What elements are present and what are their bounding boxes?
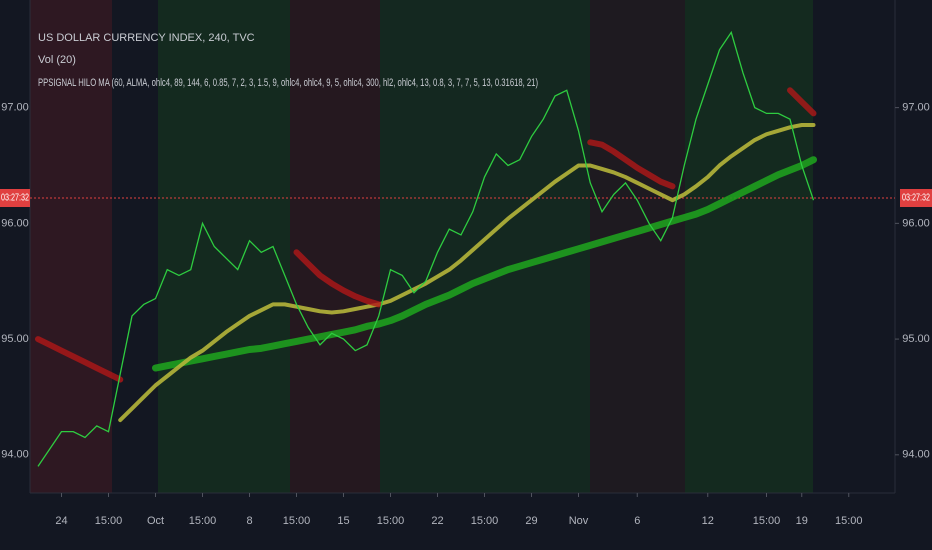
- x-tick-label: 15:00: [189, 515, 217, 527]
- band-green: [158, 0, 290, 493]
- y-tick-label: 94.00: [902, 449, 930, 461]
- x-tick-label: 8: [246, 515, 252, 527]
- y-tick-label: 95.00: [902, 333, 930, 345]
- price-badge-left: [0, 189, 30, 207]
- x-tick-label: 22: [431, 515, 443, 527]
- x-tick-label: Nov: [569, 515, 589, 527]
- x-tick-label: 15:00: [835, 515, 863, 527]
- series-line: [35, 87, 817, 383]
- x-tick-label: 15: [337, 515, 349, 527]
- y-tick-label: 95.00: [1, 333, 29, 345]
- series-line: [118, 122, 816, 423]
- x-tick-label: 29: [525, 515, 537, 527]
- band-green: [380, 0, 590, 493]
- price-badge-right: [900, 189, 932, 207]
- volume-legend: Vol (20): [38, 54, 76, 66]
- x-tick-label: 15:00: [95, 515, 123, 527]
- x-tick-label: 24: [55, 515, 67, 527]
- y-tick-label: 94.00: [1, 449, 29, 461]
- y-tick-label: 97.00: [1, 102, 29, 114]
- band-red: [590, 0, 685, 493]
- band-red: [290, 0, 380, 493]
- x-tick-label: 6: [634, 515, 640, 527]
- chart-title: US DOLLAR CURRENCY INDEX, 240, TVC: [38, 32, 255, 44]
- series-line: [37, 30, 815, 467]
- x-tick-label: 19: [796, 515, 808, 527]
- band-red: [30, 0, 112, 493]
- price-badge-text: 03:27:32: [1, 193, 29, 204]
- x-tick-label: 15:00: [377, 515, 405, 527]
- x-tick-label: 12: [702, 515, 714, 527]
- y-tick-label: 96.00: [1, 217, 29, 229]
- y-tick-label: 96.00: [902, 217, 930, 229]
- y-tick-label: 97.00: [902, 102, 930, 114]
- indicator-legend: PPSIGNAL HILO MA (60, ALMA, ohlc4, 89, 1…: [38, 77, 538, 89]
- x-tick-label: 15:00: [753, 515, 781, 527]
- x-tick-label: 15:00: [471, 515, 499, 527]
- series-line: [152, 156, 817, 372]
- plot-area: [35, 30, 817, 467]
- band-green: [685, 0, 813, 493]
- x-tick-label: 15:00: [283, 515, 311, 527]
- price-badge-text: 03:27:32: [902, 193, 930, 204]
- signal-bands: [30, 0, 813, 493]
- x-tick-label: Oct: [147, 515, 164, 527]
